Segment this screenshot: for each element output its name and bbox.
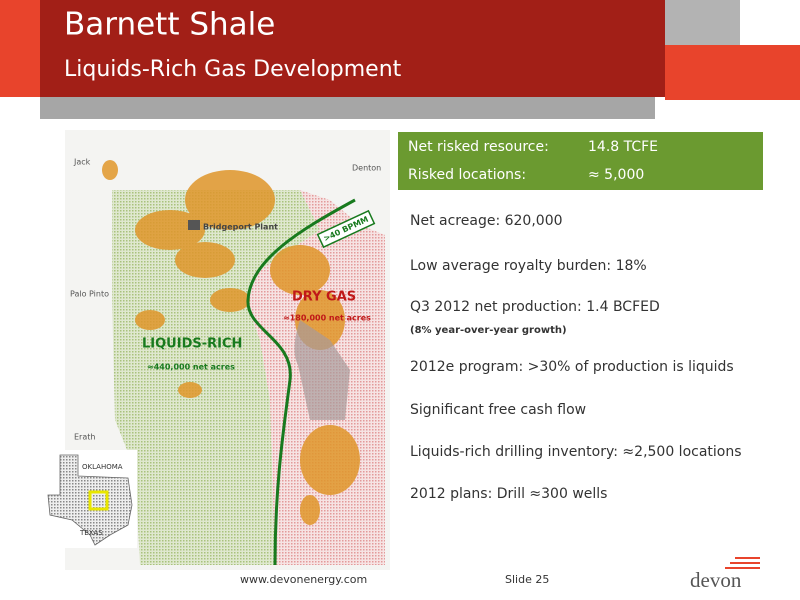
liquids-zone <box>112 190 320 565</box>
bullet: Liquids-rich drilling inventory: ≈2,500 … <box>410 444 742 460</box>
zone-acres: ≈180,000 net acres <box>283 314 371 323</box>
summary-box <box>398 132 763 190</box>
accent <box>0 0 40 97</box>
summary-value: ≈ 5,000 <box>588 167 644 183</box>
bullet: Q3 2012 net production: 1.4 BCFED <box>410 299 660 315</box>
bullet-note: (8% year-over-year growth) <box>410 325 567 336</box>
map: >40 BPMM Jack Denton Palo Pinto Erath Br… <box>42 130 390 570</box>
zone-label: DRY GAS <box>292 290 356 305</box>
boundary <box>246 198 356 566</box>
inset-label: TEXAS <box>79 529 103 537</box>
metro <box>294 320 350 420</box>
inset-label: OKLAHOMA <box>82 463 123 471</box>
summary-value: 14.8 TCFE <box>588 139 658 155</box>
county-label: Jack <box>73 158 91 167</box>
bullet: 2012e program: >30% of production is liq… <box>410 359 734 375</box>
bullet: Low average royalty burden: 18% <box>410 258 647 274</box>
bullet-list: Net acreage: 620,000 Low average royalty… <box>410 213 742 502</box>
footer-url: www.devonenergy.com <box>240 573 367 586</box>
accent <box>665 0 740 45</box>
county-label: Palo Pinto <box>70 290 109 299</box>
county-label: Denton <box>352 164 381 173</box>
slide-number: Slide 25 <box>505 573 549 586</box>
zone-label: LIQUIDS-RICH <box>142 337 242 352</box>
bullet: Significant free cash flow <box>410 402 586 418</box>
accent <box>665 45 800 100</box>
bullet: 2012 plans: Drill ≈300 wells <box>410 486 607 502</box>
zone-acres: ≈440,000 net acres <box>147 363 235 372</box>
county-label: Erath <box>74 433 95 442</box>
logo: devon <box>690 568 742 592</box>
plant-label: Bridgeport Plant <box>203 223 278 232</box>
summary-label: Risked locations: <box>408 167 526 183</box>
title: Barnett Shale <box>64 7 275 43</box>
wells <box>102 160 360 525</box>
subtitle: Liquids-Rich Gas Development <box>64 57 402 82</box>
logo-mark <box>725 557 760 569</box>
summary-label: Net risked resource: <box>408 139 549 155</box>
inset-highlight <box>88 490 109 511</box>
callout-box <box>316 209 376 249</box>
accent <box>40 95 655 119</box>
bullet: Net acreage: 620,000 <box>410 213 563 229</box>
header-band <box>40 0 665 97</box>
plant-icon <box>188 220 200 230</box>
